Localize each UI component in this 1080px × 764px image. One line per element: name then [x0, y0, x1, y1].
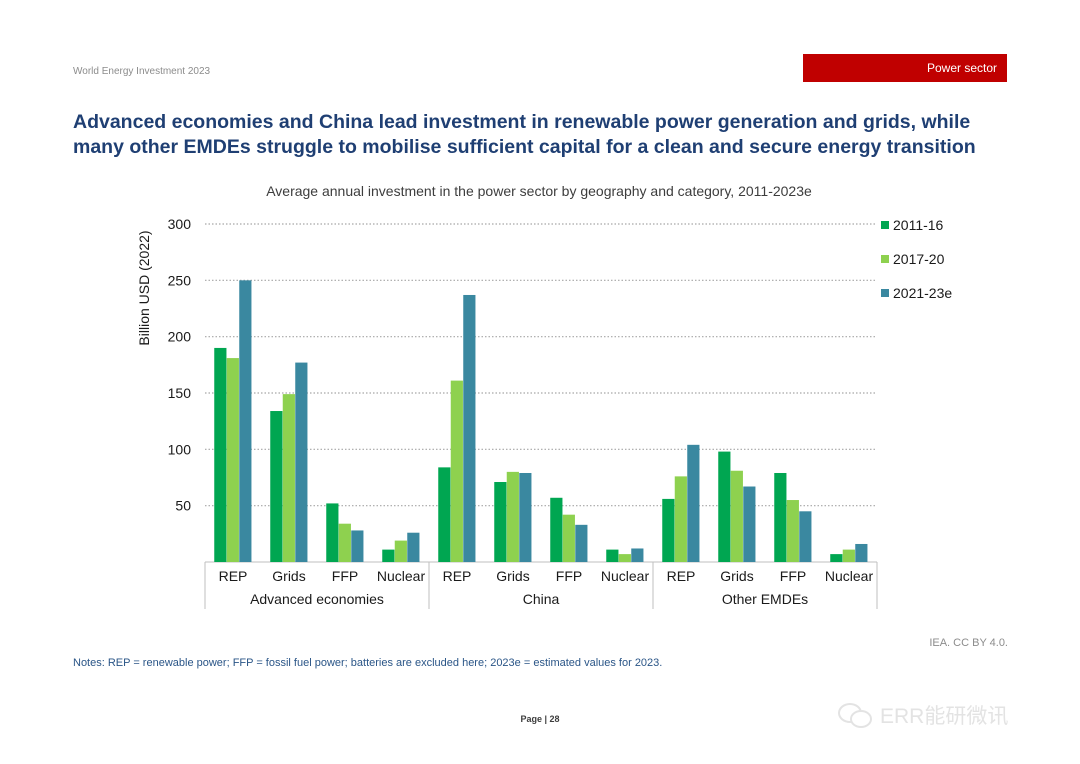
- bar: [743, 486, 756, 562]
- bar: [382, 549, 395, 562]
- y-tick-label: 50: [175, 498, 191, 514]
- x-tick-label: FFP: [556, 568, 582, 584]
- x-tick-label: Nuclear: [601, 568, 650, 584]
- bar: [295, 362, 308, 562]
- bar: [270, 411, 283, 562]
- chart-title: Average annual investment in the power s…: [266, 183, 812, 199]
- legend-label: 2017-20: [893, 251, 945, 267]
- x-tick-label: Nuclear: [377, 568, 426, 584]
- notes: Notes: REP = renewable power; FFP = foss…: [73, 657, 663, 669]
- bar: [239, 280, 252, 562]
- x-tick-label: FFP: [780, 568, 806, 584]
- bar: [687, 444, 700, 562]
- headline-line-2: many other EMDEs struggle to mobilise su…: [73, 136, 976, 158]
- page-number: Page | 28: [520, 714, 560, 724]
- y-tick-label: 250: [168, 272, 192, 288]
- y-tick-label: 100: [168, 441, 192, 457]
- bar: [338, 523, 351, 562]
- bar: [674, 476, 687, 562]
- legend-label: 2021-23e: [893, 285, 952, 301]
- bar: [407, 532, 420, 562]
- watermark: ERR能研微讯: [838, 700, 1008, 730]
- section-tag: Power sector: [803, 54, 1007, 82]
- watermark-text: ERR能研微讯: [880, 705, 1009, 728]
- bar: [718, 451, 731, 562]
- x-tick-label: Nuclear: [825, 568, 874, 584]
- y-tick-label: 150: [168, 385, 192, 401]
- y-tick-label: 200: [168, 329, 192, 345]
- bar: [855, 543, 868, 562]
- bar: [774, 472, 787, 562]
- bar: [618, 554, 631, 562]
- bar: [494, 482, 507, 562]
- bar: [575, 524, 588, 562]
- bar: [606, 549, 619, 562]
- legend-swatch: [881, 289, 889, 297]
- bar: [562, 514, 575, 562]
- group-label: Other EMDEs: [722, 591, 808, 607]
- bar: [506, 471, 519, 562]
- bar: [214, 347, 227, 562]
- bar: [463, 294, 476, 562]
- bar: [631, 548, 644, 562]
- bar: [662, 498, 675, 562]
- bar: [550, 497, 563, 562]
- bar: [786, 500, 799, 562]
- credit: IEA. CC BY 4.0.: [929, 637, 1008, 649]
- bar: [842, 549, 855, 562]
- y-axis-label: Billion USD (2022): [136, 230, 152, 345]
- headline-line-1: Advanced economies and China lead invest…: [73, 111, 971, 133]
- x-tick-label: FFP: [332, 568, 358, 584]
- x-tick-label: Grids: [720, 568, 753, 584]
- x-tick-label: REP: [443, 568, 472, 584]
- bar: [394, 540, 407, 562]
- legend-swatch: [881, 221, 889, 229]
- bar: [519, 472, 532, 562]
- bar: [282, 394, 295, 562]
- chat-bubble-icon: [838, 703, 872, 728]
- bar: [226, 358, 239, 562]
- bar: [730, 470, 743, 562]
- page-headline: Advanced economies and China lead invest…: [73, 110, 1033, 160]
- bar: [450, 380, 463, 562]
- x-tick-label: Grids: [272, 568, 305, 584]
- publication-title: World Energy Investment 2023: [73, 66, 211, 77]
- bar: [438, 467, 451, 562]
- bar: [830, 554, 843, 562]
- bar: [351, 530, 364, 562]
- x-tick-label: REP: [219, 568, 248, 584]
- group-label: Advanced economies: [250, 591, 384, 607]
- group-label: China: [523, 591, 560, 607]
- bar: [799, 511, 812, 562]
- x-tick-label: REP: [667, 568, 696, 584]
- legend-swatch: [881, 255, 889, 263]
- x-tick-label: Grids: [496, 568, 529, 584]
- y-tick-label: 300: [168, 216, 192, 232]
- legend-label: 2011-16: [893, 217, 944, 233]
- bar: [326, 503, 339, 562]
